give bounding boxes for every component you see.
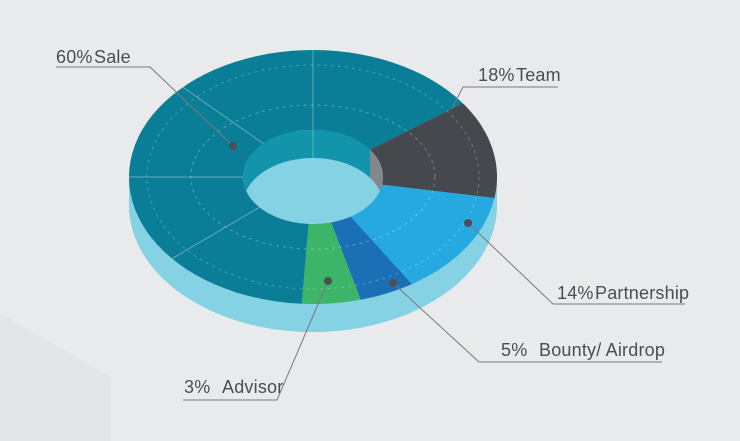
label-team-pct: 18% [478,65,515,85]
callout-partnership-line [467,222,685,305]
dashed-guide-inner [190,104,436,250]
callout-team-line [451,86,558,109]
callout-bounty-dot [389,279,397,287]
callout-sale-dot [229,142,237,150]
inner-wall-team [370,149,383,191]
slice-team [370,103,497,198]
callout-advisor-dot [324,277,332,285]
background-corner-shape [0,313,111,441]
sale-subdivision-line [182,86,264,145]
slice-bounty-airdrop [331,216,412,300]
label-team-name: Team [516,65,561,85]
donut-side-band [129,177,497,332]
label-bounty-pct: 5% [501,340,528,360]
callout-advisor-line [183,280,329,401]
callout-bounty-line [392,282,662,363]
label-sale-pct: 60% [56,47,93,67]
label-bounty-name: Bounty/ Airdrop [539,340,666,360]
label-team: 18% Team [478,65,561,86]
dashed-guide-outer [146,64,480,290]
label-partnership-name: Partnership [595,283,690,303]
label-bounty-airdrop: 5% Bounty/ Airdrop [501,340,665,361]
inner-wall-sale [243,130,370,191]
label-advisor-name: Advisor [222,377,284,397]
slice-sale [129,50,463,304]
callout-sale-line [56,66,234,147]
label-partnership: 14% Partnership [557,283,689,304]
sale-subdivision-line [171,206,260,260]
label-advisor: 3% Advisor [184,377,283,398]
callout-partnership-dot [464,219,472,227]
label-sale: 60% Sale [56,47,131,68]
label-advisor-pct: 3% [184,377,211,397]
label-partnership-pct: 14% [557,283,594,303]
slice-partnership [350,184,495,285]
label-sale-name: Sale [94,47,131,67]
slice-advisor [301,222,361,304]
